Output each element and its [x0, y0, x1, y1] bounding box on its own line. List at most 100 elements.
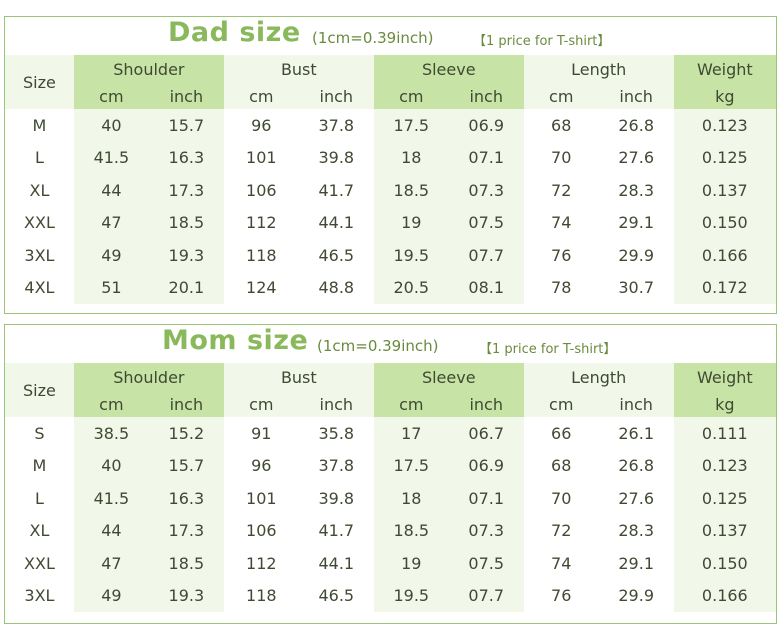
- cell-shoulder-cm: 41.5: [73, 141, 149, 174]
- cell-bust-cm: 101: [223, 482, 299, 515]
- mom-price-note: 【1 price for T-shirt】: [479, 342, 617, 357]
- unit-inch: inch: [598, 391, 674, 417]
- table-row: M 40 15.7 96 37.8 17.5 06.9 68 26.8 0.123: [5, 109, 776, 142]
- cell-sleeve-cm: 20.5: [373, 271, 449, 304]
- dad-conversion-note: (1cm=0.39inch): [312, 29, 434, 47]
- cell-size: M: [5, 109, 74, 142]
- cell-shoulder-inch: 17.3: [148, 174, 224, 207]
- cell-shoulder-cm: 51: [73, 271, 149, 304]
- mom-size-panel: Mom size (1cm=0.39inch) 【1 price for T-s…: [4, 324, 777, 624]
- cell-shoulder-cm: 44: [73, 174, 149, 207]
- cell-bust-cm: 96: [223, 109, 299, 142]
- size-header: Size: [5, 55, 74, 109]
- mom-size-table: Size Shoulder Bust Sleeve Length Weight …: [5, 363, 776, 612]
- cell-size: S: [5, 417, 74, 450]
- cell-bust-inch: 41.7: [298, 174, 374, 207]
- cell-length-cm: 70: [523, 482, 599, 515]
- dad-price-note: 【1 price for T-shirt】: [473, 34, 611, 49]
- cell-shoulder-inch: 19.3: [148, 579, 224, 612]
- cell-bust-inch: 48.8: [298, 271, 374, 304]
- cell-size: L: [5, 482, 74, 515]
- cell-size: 4XL: [5, 271, 74, 304]
- unit-cm: cm: [223, 391, 299, 417]
- cell-bust-inch: 37.8: [298, 449, 374, 482]
- length-header: Length: [523, 363, 674, 391]
- unit-cm: cm: [523, 83, 599, 109]
- cell-length-inch: 28.3: [598, 514, 674, 547]
- bust-header: Bust: [223, 363, 374, 391]
- cell-bust-cm: 96: [223, 449, 299, 482]
- mom-conversion-note: (1cm=0.39inch): [317, 337, 439, 355]
- cell-size: 3XL: [5, 239, 74, 272]
- cell-weight-kg: 0.137: [673, 174, 776, 207]
- cell-length-cm: 68: [523, 449, 599, 482]
- cell-sleeve-cm: 18: [373, 482, 449, 515]
- cell-shoulder-inch: 16.3: [148, 141, 224, 174]
- cell-length-inch: 26.1: [598, 417, 674, 450]
- unit-cm: cm: [73, 391, 149, 417]
- cell-shoulder-inch: 19.3: [148, 239, 224, 272]
- unit-inch: inch: [448, 391, 524, 417]
- cell-length-cm: 70: [523, 141, 599, 174]
- cell-weight-kg: 0.125: [673, 482, 776, 515]
- cell-sleeve-inch: 07.5: [448, 547, 524, 580]
- cell-length-inch: 26.8: [598, 449, 674, 482]
- cell-shoulder-cm: 41.5: [73, 482, 149, 515]
- cell-length-cm: 76: [523, 239, 599, 272]
- unit-inch: inch: [148, 83, 224, 109]
- unit-inch: inch: [298, 83, 374, 109]
- cell-length-cm: 78: [523, 271, 599, 304]
- cell-length-inch: 27.6: [598, 482, 674, 515]
- cell-weight-kg: 0.150: [673, 206, 776, 239]
- cell-shoulder-cm: 47: [73, 547, 149, 580]
- shoulder-header: Shoulder: [73, 363, 224, 391]
- cell-length-cm: 66: [523, 417, 599, 450]
- cell-length-inch: 29.9: [598, 239, 674, 272]
- bust-header: Bust: [223, 55, 374, 83]
- cell-size: M: [5, 449, 74, 482]
- unit-kg: kg: [673, 391, 776, 417]
- cell-bust-cm: 118: [223, 239, 299, 272]
- cell-sleeve-cm: 19: [373, 206, 449, 239]
- cell-length-inch: 28.3: [598, 174, 674, 207]
- cell-bust-cm: 124: [223, 271, 299, 304]
- cell-sleeve-cm: 17.5: [373, 109, 449, 142]
- cell-weight-kg: 0.166: [673, 579, 776, 612]
- cell-shoulder-inch: 18.5: [148, 206, 224, 239]
- cell-size: XL: [5, 514, 74, 547]
- sleeve-header: Sleeve: [373, 363, 524, 391]
- cell-shoulder-inch: 15.7: [148, 109, 224, 142]
- cell-sleeve-inch: 07.5: [448, 206, 524, 239]
- length-header: Length: [523, 55, 674, 83]
- cell-sleeve-inch: 07.1: [448, 482, 524, 515]
- cell-sleeve-cm: 17.5: [373, 449, 449, 482]
- mom-header-row: Size Shoulder Bust Sleeve Length Weight: [5, 363, 776, 417]
- table-row: XL 44 17.3 106 41.7 18.5 07.3 72 28.3 0.137: [5, 174, 776, 207]
- unit-cm: cm: [523, 391, 599, 417]
- cell-size: L: [5, 141, 74, 174]
- cell-length-cm: 68: [523, 109, 599, 142]
- cell-sleeve-inch: 07.7: [448, 239, 524, 272]
- dad-title-bar: Dad size (1cm=0.39inch) 【1 price for T-s…: [5, 17, 776, 55]
- cell-sleeve-cm: 19.5: [373, 579, 449, 612]
- unit-cm: cm: [373, 391, 449, 417]
- unit-inch: inch: [148, 391, 224, 417]
- cell-size: XXL: [5, 547, 74, 580]
- cell-weight-kg: 0.125: [673, 141, 776, 174]
- table-row: L 41.5 16.3 101 39.8 18 07.1 70 27.6 0.125: [5, 141, 776, 174]
- cell-sleeve-inch: 06.9: [448, 109, 524, 142]
- cell-length-cm: 74: [523, 547, 599, 580]
- unit-cm: cm: [73, 83, 149, 109]
- cell-shoulder-inch: 17.3: [148, 514, 224, 547]
- cell-size: 3XL: [5, 579, 74, 612]
- table-row: XXL 47 18.5 112 44.1 19 07.5 74 29.1 0.150: [5, 547, 776, 580]
- dad-header-row: Size Shoulder Bust Sleeve Length Weight: [5, 55, 776, 109]
- cell-sleeve-inch: 07.7: [448, 579, 524, 612]
- cell-bust-cm: 101: [223, 141, 299, 174]
- cell-bust-inch: 44.1: [298, 206, 374, 239]
- cell-bust-cm: 91: [223, 417, 299, 450]
- cell-sleeve-inch: 07.1: [448, 141, 524, 174]
- cell-length-cm: 76: [523, 579, 599, 612]
- cell-shoulder-inch: 18.5: [148, 547, 224, 580]
- cell-length-inch: 27.6: [598, 141, 674, 174]
